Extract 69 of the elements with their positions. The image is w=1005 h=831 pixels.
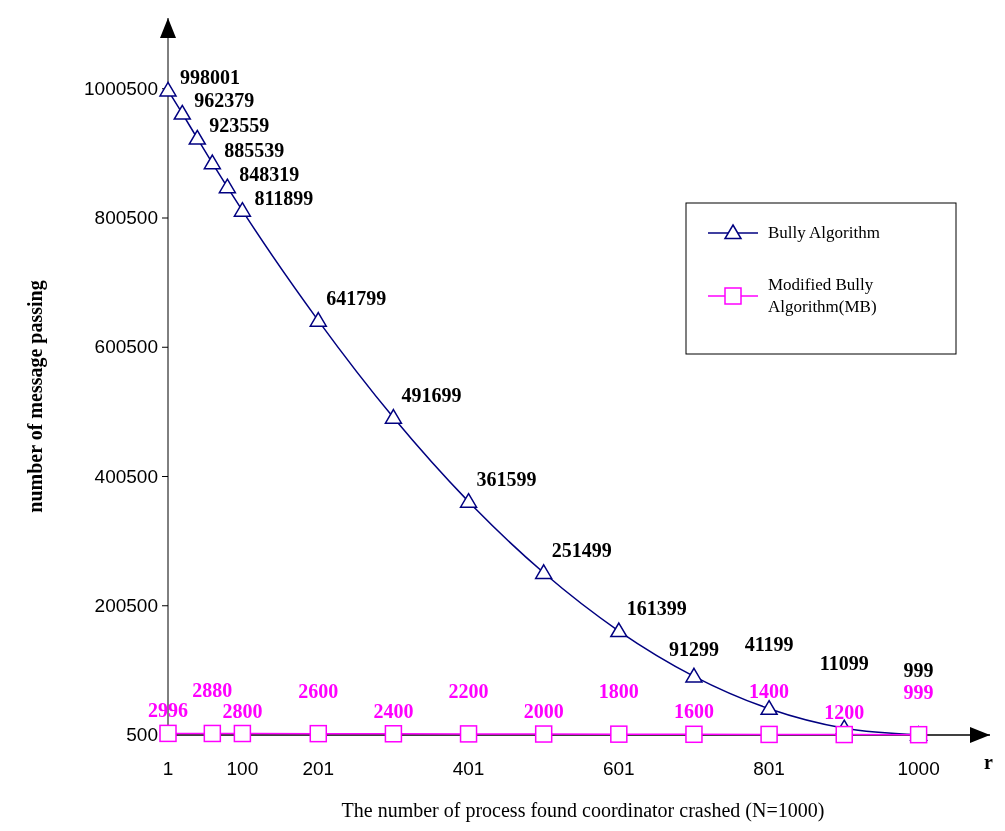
data-label: 848319 [239,163,300,186]
legend-label: Modified Bully Algorithm(MB) [768,275,877,316]
point [534,564,553,580]
text: r [984,751,994,773]
point [459,492,478,508]
point [233,724,252,743]
x-tick-label: 601 [602,758,635,779]
point [610,622,628,638]
data-label: 41199 [744,632,794,655]
data-label: 2800 [222,699,263,722]
point [218,178,237,194]
data-label: 1800 [598,680,639,703]
point [159,81,177,97]
data-label: 491699 [401,383,462,406]
y-tick-label: 500 [126,724,158,745]
point [685,667,703,683]
x-tick-label: 801 [753,758,785,779]
data-label: 962379 [194,89,255,112]
x-tick-label: 1 [162,758,174,779]
data-label: 2880 [192,679,233,702]
y-tick-label: 200500 [94,594,158,616]
x-axis-title: The number of process found coordinator crashed (N=1000) [341,799,825,822]
data-label: 361599 [476,467,537,490]
point [459,725,478,743]
point [384,725,403,743]
data-label: 998001 [180,66,240,89]
data-label: 1200 [824,700,865,723]
point [384,408,403,424]
data-label: 251499 [551,538,612,561]
data-label: 1600 [673,700,714,723]
data-label: 11099 [819,652,869,675]
data-label: 999 [903,680,934,703]
point [610,725,628,743]
x-tick-label: 1000 [897,758,940,779]
data-label: 2400 [373,699,414,722]
data-label: 999 [903,658,934,681]
point [159,724,177,743]
point [173,104,192,120]
y-tick-label: 800500 [94,207,158,229]
point [233,201,252,217]
y-tick-label: 1000500 [84,77,158,99]
point [309,311,328,327]
data-label: 1400 [749,680,790,703]
point [760,725,778,744]
point [188,129,207,145]
data-label: 2996 [148,699,188,722]
y-axis-title: number of message passing [24,280,47,513]
y-tick-label: 600500 [94,336,158,358]
point [534,725,553,743]
point [309,724,328,743]
data-label: 91299 [668,638,719,661]
x-tick-label: 201 [302,758,335,779]
legend-label: Bully Algorithm [768,223,880,242]
data-label: 2000 [523,700,564,723]
point [685,725,703,744]
data-label: 2600 [298,679,339,702]
data-label: 885539 [224,139,285,162]
x-tick-label: 100 [226,758,259,779]
point [203,154,222,170]
data-label: 161399 [626,597,687,620]
data-label: 641799 [326,286,387,309]
point [835,725,853,744]
point [760,699,778,716]
data-label: 2200 [448,679,489,702]
data-label: 811899 [254,186,314,209]
x-tick-label: 401 [452,758,485,779]
y-tick-label: 400500 [94,465,158,487]
data-label: 923559 [209,114,270,137]
point [203,724,222,743]
